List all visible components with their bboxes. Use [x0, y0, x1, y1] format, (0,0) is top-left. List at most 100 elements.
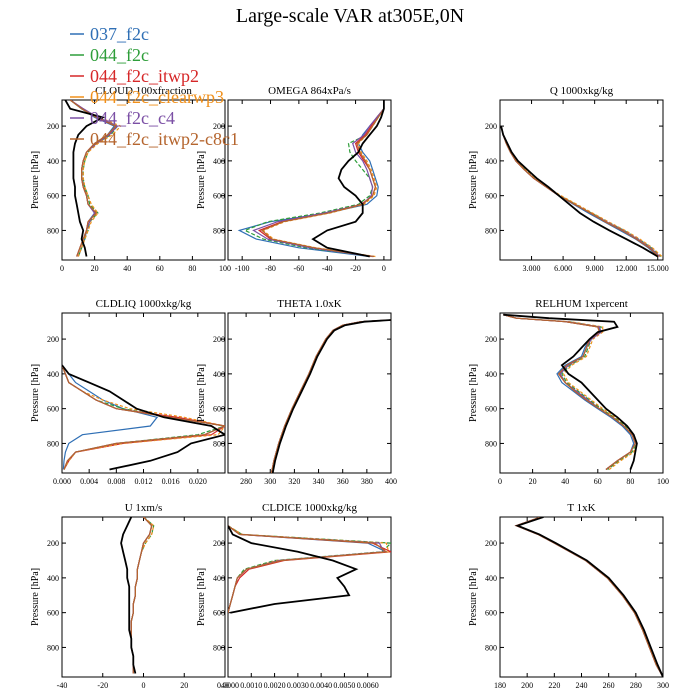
panel-title: THETA 1.0xK: [277, 298, 342, 310]
series-line-6: [514, 517, 663, 677]
y-tick-label: 400: [213, 370, 225, 379]
x-tick-label: 220: [548, 681, 560, 690]
panel-title: OMEGA 864xPa/s: [268, 85, 351, 97]
series-line-6: [260, 100, 385, 258]
series-line-1: [514, 517, 663, 677]
y-tick-label: 200: [485, 335, 497, 344]
legend-label: 037_f2c: [90, 24, 149, 44]
y-axis-label: Pressure [hPa]: [468, 364, 479, 422]
plot-frame: [499, 312, 664, 474]
x-tick-label: 12.000: [615, 264, 637, 273]
plot-frame: [499, 99, 664, 261]
series-line-6: [69, 100, 117, 257]
x-tick-label: -20: [350, 264, 361, 273]
x-tick-label: -80: [265, 264, 276, 273]
y-axis-label: Pressure [hPa]: [30, 364, 41, 422]
series-line-3: [130, 517, 153, 674]
x-tick-label: -60: [294, 264, 305, 273]
y-tick-label: 600: [47, 609, 59, 618]
y-tick-label: 200: [485, 122, 497, 131]
y-axis-label: Pressure [hPa]: [468, 151, 479, 209]
x-tick-label: 0.0030: [287, 681, 309, 690]
x-tick-label: 0.012: [135, 477, 153, 486]
x-tick-label: 6.000: [554, 264, 572, 273]
series-line-4: [503, 314, 638, 470]
x-tick-label: 60: [594, 477, 602, 486]
series-line-2: [270, 319, 391, 473]
x-tick-label: 0.000: [53, 477, 71, 486]
legend-label: 044_f2c_clearwp3: [90, 87, 224, 107]
x-tick-label: 0: [498, 477, 502, 486]
x-tick-label: 0.020: [189, 477, 207, 486]
panel-8: CLDICE 1000xkg/kg Pressure [hPa] 200 400 600…: [196, 502, 392, 690]
y-tick-label: 400: [47, 574, 59, 583]
x-tick-label: 100: [219, 264, 231, 273]
series-line-7: [64, 100, 106, 257]
y-tick-label: 400: [485, 574, 497, 583]
series-line-7: [228, 525, 359, 614]
series-line-5: [252, 100, 385, 258]
panel-title: CLOUD 100xfraction: [95, 85, 192, 97]
legend-label: 044_f2c_itwp2-c8c1: [90, 129, 239, 149]
series-line-6: [130, 517, 153, 674]
series-group: [270, 319, 391, 473]
plot-frame: [227, 312, 392, 474]
y-tick-label: 200: [213, 122, 225, 131]
x-tick-label: 0.008: [107, 477, 125, 486]
x-tick-label: 300: [264, 477, 276, 486]
x-tick-label: 260: [603, 681, 615, 690]
panel-title: U 1xm/s: [125, 502, 163, 514]
y-axis-label: Pressure [hPa]: [30, 568, 41, 626]
x-tick-label: 60: [156, 264, 164, 273]
x-tick-label: 0: [142, 681, 146, 690]
series-line-7: [271, 319, 391, 473]
x-tick-label: -100: [235, 264, 250, 273]
x-tick-label: 0.0000: [217, 681, 239, 690]
series-line-2: [130, 517, 155, 674]
x-tick-label: 280: [630, 681, 642, 690]
series-line-7: [500, 125, 659, 258]
series-line-7: [503, 313, 638, 470]
plot-frame: [227, 516, 392, 678]
series-line-1: [62, 364, 159, 470]
y-tick-label: 200: [47, 122, 59, 131]
series-line-2: [514, 517, 663, 677]
panel-4: CLDLIQ 1000xkg/kg Pressure [hPa] 200 400 600…: [30, 298, 226, 486]
legend-label: 044_f2c_c4: [90, 108, 175, 128]
panel-7: U 1xm/s Pressure [hPa] 200 400 600 800 -40 -20 0…: [30, 502, 229, 690]
x-tick-label: 0.0060: [357, 681, 379, 690]
plot-frame: [499, 516, 664, 678]
series-line-1: [130, 517, 153, 674]
x-tick-label: 20: [529, 477, 537, 486]
series-line-5: [503, 314, 636, 470]
y-tick-label: 800: [47, 226, 59, 235]
y-axis-label: Pressure [hPa]: [468, 568, 479, 626]
y-tick-label: 600: [47, 405, 59, 414]
y-tick-label: 400: [213, 574, 225, 583]
y-tick-label: 800: [47, 643, 59, 652]
x-tick-label: -40: [322, 264, 333, 273]
x-tick-label: 300: [657, 681, 669, 690]
x-tick-label: 400: [385, 477, 397, 486]
x-tick-label: 360: [337, 477, 349, 486]
y-tick-label: 400: [485, 157, 497, 166]
x-tick-label: 0.004: [80, 477, 98, 486]
series-line-5: [514, 517, 663, 677]
series-line-4: [270, 319, 391, 473]
y-tick-label: 800: [213, 439, 225, 448]
x-tick-label: 0.0010: [240, 681, 262, 690]
x-tick-label: 0.016: [162, 477, 180, 486]
panel-2: OMEGA 864xPa/s Pressure [hPa] 200 400 600 800…: [196, 85, 392, 273]
legend-label: 044_f2c: [90, 45, 149, 65]
series-line-7: [62, 364, 225, 471]
x-tick-label: 0.0040: [310, 681, 332, 690]
x-tick-label: 180: [494, 681, 506, 690]
series-line-3: [503, 314, 636, 470]
series-group: [62, 364, 225, 471]
y-tick-label: 600: [47, 192, 59, 201]
series-line-4: [69, 100, 122, 257]
x-tick-label: 0: [60, 264, 64, 273]
y-tick-label: 200: [485, 539, 497, 548]
